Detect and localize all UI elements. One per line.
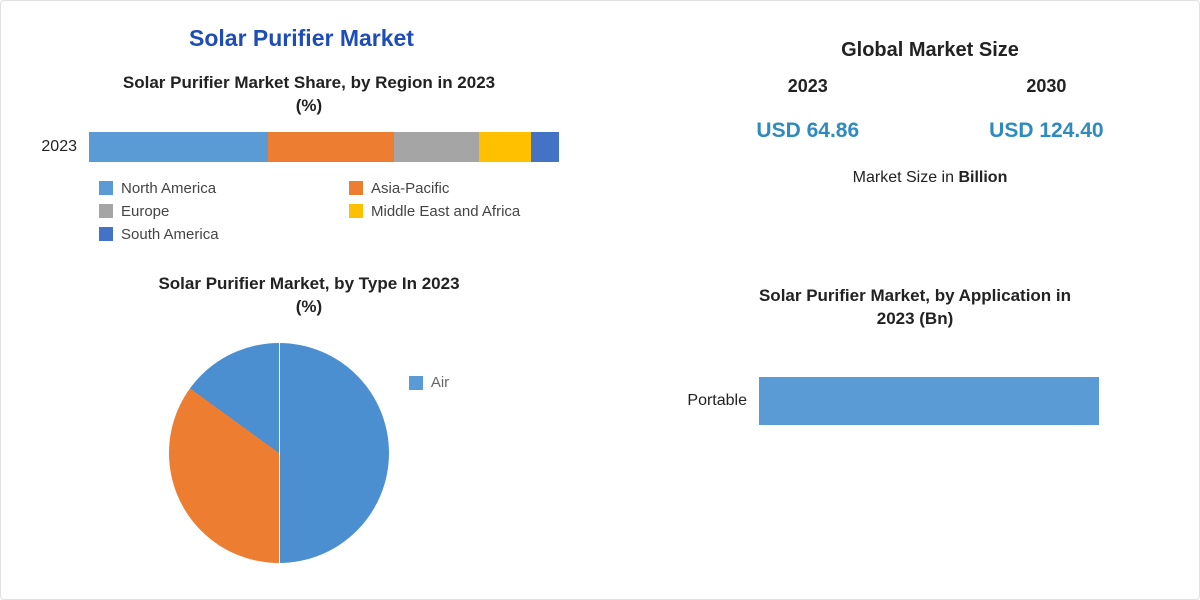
region-chart-title-line2: (%) [296, 96, 322, 115]
region-chart-year: 2023 [29, 138, 89, 156]
type-pie-legend: Air [409, 374, 449, 391]
market-size-column: 2023 USD 64.86 [756, 76, 859, 143]
legend-item: North America [99, 180, 319, 197]
market-size-year: 2030 [989, 76, 1103, 97]
market-size-value: USD 124.40 [989, 119, 1103, 143]
legend-swatch [99, 204, 113, 218]
global-market-size: Global Market Size 2023 USD 64.86 2030 USD … [649, 19, 1171, 243]
type-pie-chart: Solar Purifier Market, by Type In 2023 (… [29, 243, 589, 453]
legend-swatch [349, 181, 363, 195]
market-size-column: 2030 USD 124.40 [989, 76, 1103, 143]
app-bar [759, 377, 1099, 425]
type-chart-title: Solar Purifier Market, by Type In 2023 (… [29, 273, 589, 319]
legend-item: Europe [99, 203, 319, 220]
application-bar-chart: Solar Purifier Market, by Application in… [649, 243, 1171, 453]
market-size-value: USD 64.86 [756, 119, 859, 143]
region-chart-title: Solar Purifier Market Share, by Region i… [29, 72, 589, 118]
legend-item: Middle East and Africa [349, 203, 569, 220]
market-size-year: 2023 [756, 76, 859, 97]
legend-swatch [409, 376, 423, 390]
type-pie-legend-label: Air [431, 374, 449, 391]
market-size-footer-pre: Market Size in [853, 169, 959, 186]
legend-item: South America [99, 226, 319, 243]
region-segment [394, 132, 479, 162]
market-size-footer: Market Size in Billion [689, 169, 1171, 187]
app-chart-title: Solar Purifier Market, by Application in… [659, 285, 1171, 331]
region-segment [531, 132, 559, 162]
region-segment [268, 132, 395, 162]
legend-swatch [99, 181, 113, 195]
legend-label: Asia-Pacific [371, 180, 449, 197]
market-size-footer-bold: Billion [958, 169, 1007, 186]
app-bar-label: Portable [659, 392, 759, 410]
region-legend: North America Asia-Pacific Europe Middle Ea… [29, 172, 589, 243]
region-stacked-bar [89, 132, 559, 162]
legend-label: Europe [121, 203, 169, 220]
legend-swatch [349, 204, 363, 218]
app-chart-title-line2: 2023 (Bn) [877, 309, 954, 328]
type-pie [169, 343, 389, 563]
type-chart-title-line1: Solar Purifier Market, by Type In 2023 [158, 274, 459, 293]
region-chart-title-line1: Solar Purifier Market Share, by Region i… [123, 73, 495, 92]
legend-item: Asia-Pacific [349, 180, 569, 197]
region-segment [89, 132, 268, 162]
type-chart-title-line2: (%) [296, 297, 322, 316]
app-chart-title-line1: Solar Purifier Market, by Application in [759, 286, 1071, 305]
page-title: Solar Purifier Market [29, 19, 589, 72]
legend-swatch [99, 227, 113, 241]
region-share-chart: Solar Purifier Market Share, by Region i… [29, 72, 589, 243]
legend-label: Middle East and Africa [371, 203, 520, 220]
legend-label: South America [121, 226, 219, 243]
region-segment [479, 132, 531, 162]
market-size-heading: Global Market Size [689, 39, 1171, 62]
legend-label: North America [121, 180, 216, 197]
